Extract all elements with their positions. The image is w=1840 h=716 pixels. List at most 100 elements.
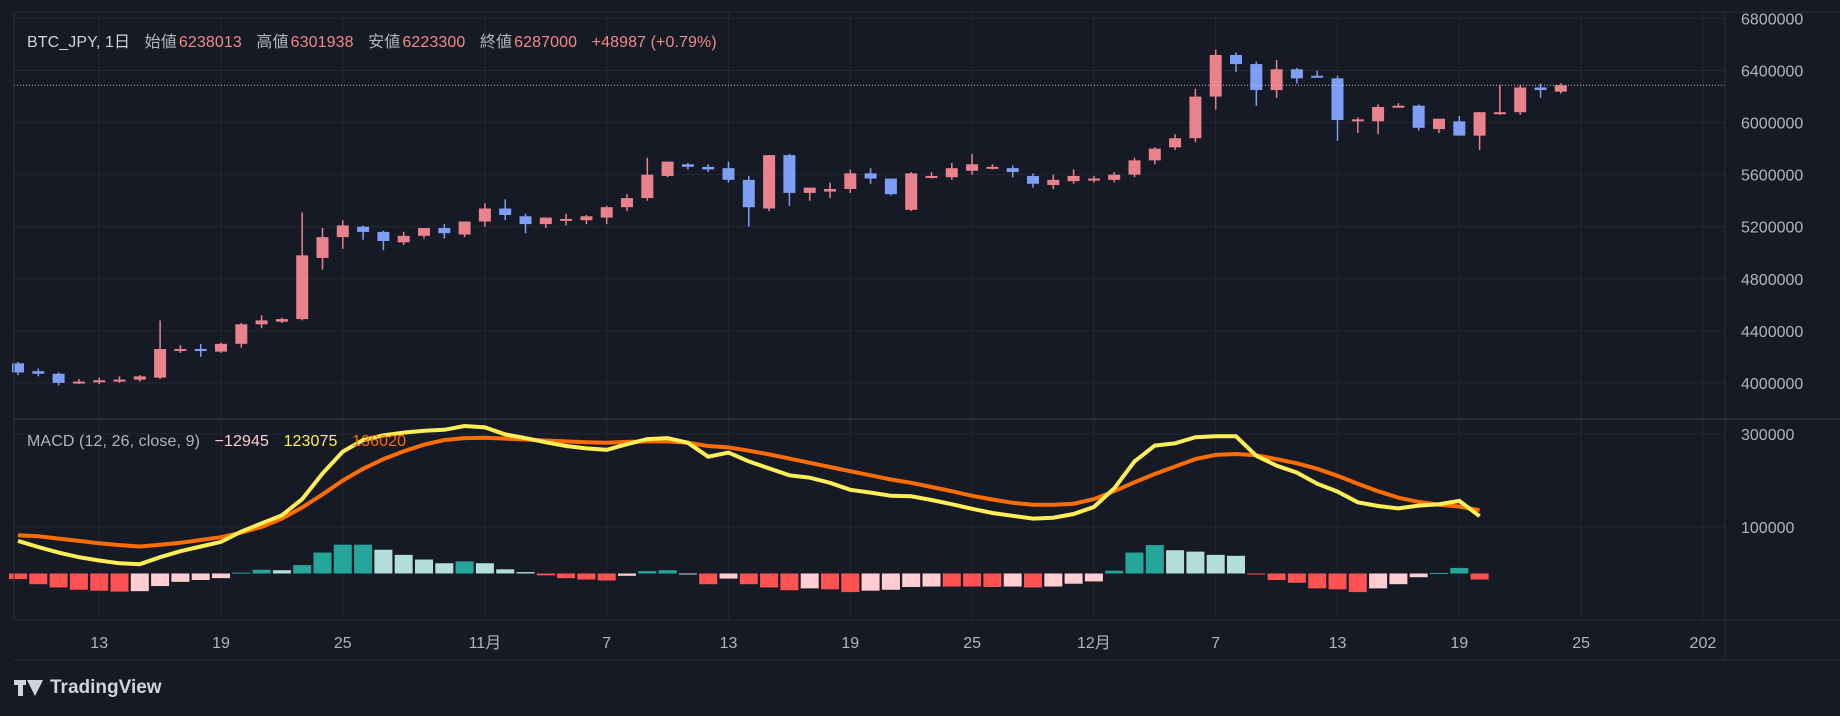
- macd-histogram-bar: [800, 573, 819, 589]
- candle-body[interactable]: [966, 164, 979, 171]
- macd-histogram: [9, 544, 1489, 593]
- macd-histogram-bar: [1227, 555, 1245, 574]
- candle-body[interactable]: [1534, 87, 1547, 91]
- candle-body[interactable]: [661, 161, 674, 176]
- macd-histogram-bar: [1450, 567, 1469, 574]
- candle-body[interactable]: [1473, 112, 1486, 136]
- candle-body[interactable]: [783, 155, 796, 193]
- macd-signal-value: 136020: [352, 433, 407, 450]
- candle-body[interactable]: [458, 221, 471, 235]
- macd-histogram-bar: [49, 573, 68, 588]
- candle-body[interactable]: [580, 216, 593, 221]
- candle-body[interactable]: [174, 349, 187, 352]
- candle-body[interactable]: [641, 174, 654, 199]
- candle-body[interactable]: [1290, 69, 1303, 79]
- candle-body[interactable]: [1554, 85, 1567, 92]
- candle-body[interactable]: [1209, 54, 1222, 97]
- candle-body[interactable]: [1270, 69, 1283, 91]
- candle-body[interactable]: [215, 343, 227, 352]
- candle-body[interactable]: [478, 208, 491, 222]
- candle-body[interactable]: [438, 228, 451, 234]
- macd-histogram-bar: [1328, 573, 1347, 590]
- candle-body[interactable]: [1230, 54, 1242, 65]
- candle-body[interactable]: [1006, 168, 1019, 173]
- candle-body[interactable]: [154, 349, 167, 378]
- candle-body[interactable]: [1047, 179, 1060, 186]
- candle-body[interactable]: [1108, 174, 1121, 180]
- candle-body[interactable]: [1311, 75, 1324, 78]
- candle-body[interactable]: [1189, 96, 1202, 139]
- candle-body[interactable]: [722, 168, 735, 180]
- candle-body[interactable]: [1514, 87, 1527, 113]
- candle-body[interactable]: [93, 380, 106, 383]
- candle-body[interactable]: [296, 255, 309, 320]
- candle-body[interactable]: [336, 225, 349, 238]
- candle-body[interactable]: [884, 178, 897, 195]
- candle-body[interactable]: [1331, 78, 1344, 121]
- time-axis[interactable]: 13 19 25 11月 7 13 19 25 12月 7 13 19 25 202: [90, 635, 1716, 652]
- candle-body[interactable]: [1493, 112, 1506, 115]
- candle-body[interactable]: [113, 379, 126, 382]
- candle-body[interactable]: [763, 155, 776, 209]
- candle-body[interactable]: [1412, 105, 1425, 128]
- candle-body[interactable]: [1067, 175, 1080, 182]
- candle-body[interactable]: [1250, 64, 1263, 91]
- candle-body[interactable]: [803, 187, 816, 193]
- candle-body[interactable]: [1027, 175, 1039, 184]
- candle-body[interactable]: [418, 228, 430, 236]
- macd-label[interactable]: MACD (12, 26, close, 9): [27, 433, 201, 450]
- price-tick-label: 4400000: [1741, 324, 1803, 341]
- candle-body[interactable]: [621, 198, 633, 208]
- macd-axis[interactable]: 300000 100000: [1741, 427, 1794, 537]
- candle-body[interactable]: [905, 173, 918, 210]
- candle-body[interactable]: [377, 231, 390, 242]
- macd-histogram-bar: [597, 573, 616, 581]
- candle-body[interactable]: [275, 319, 288, 322]
- candle-body[interactable]: [519, 216, 532, 225]
- tradingview-logo[interactable]: TradingView: [14, 677, 162, 699]
- candle-body[interactable]: [539, 217, 552, 225]
- candle-body[interactable]: [681, 164, 694, 167]
- symbol-label[interactable]: BTC_JPY, 1日: [27, 34, 131, 51]
- macd-histogram-bar: [881, 573, 900, 590]
- price-axis[interactable]: 6800000 6400000 6000000 5600000 5200000 48000…: [1741, 12, 1803, 393]
- candle-body[interactable]: [986, 166, 999, 169]
- candle-body[interactable]: [1128, 160, 1141, 175]
- candle-body[interactable]: [560, 218, 573, 221]
- candle-body[interactable]: [1453, 121, 1466, 136]
- candle-body[interactable]: [844, 173, 857, 189]
- candles-layer: [12, 49, 1567, 386]
- macd-histogram-bar: [760, 573, 779, 588]
- candle-body[interactable]: [702, 166, 715, 170]
- candle-body[interactable]: [357, 226, 370, 232]
- candle-body[interactable]: [1148, 148, 1161, 161]
- candle-body[interactable]: [1351, 119, 1364, 122]
- candle-body[interactable]: [864, 173, 877, 179]
- candle-body[interactable]: [925, 175, 938, 178]
- candle-body[interactable]: [1087, 178, 1100, 181]
- macd-histogram-bar: [577, 573, 596, 580]
- candle-body[interactable]: [1169, 138, 1182, 148]
- macd-histogram-bar: [1125, 552, 1144, 574]
- candle-body[interactable]: [316, 237, 329, 258]
- candle-body[interactable]: [499, 208, 512, 215]
- tradingview-icon: [14, 680, 44, 696]
- candle-body[interactable]: [397, 235, 410, 243]
- candle-body[interactable]: [255, 320, 268, 325]
- candle-body[interactable]: [12, 363, 24, 373]
- candle-body[interactable]: [1392, 105, 1405, 108]
- candle-body[interactable]: [235, 324, 248, 344]
- candle-body[interactable]: [1433, 118, 1445, 130]
- candle-body[interactable]: [600, 207, 613, 218]
- candle-body[interactable]: [945, 168, 958, 178]
- candle-body[interactable]: [133, 376, 146, 380]
- candle-body[interactable]: [32, 371, 45, 374]
- candle-body[interactable]: [824, 188, 836, 192]
- candle-body[interactable]: [1372, 106, 1385, 122]
- macd-histogram-bar: [394, 554, 413, 574]
- candle-body[interactable]: [742, 179, 755, 208]
- candle-body[interactable]: [194, 349, 207, 352]
- candle-body[interactable]: [52, 373, 65, 383]
- candle-body[interactable]: [72, 381, 85, 384]
